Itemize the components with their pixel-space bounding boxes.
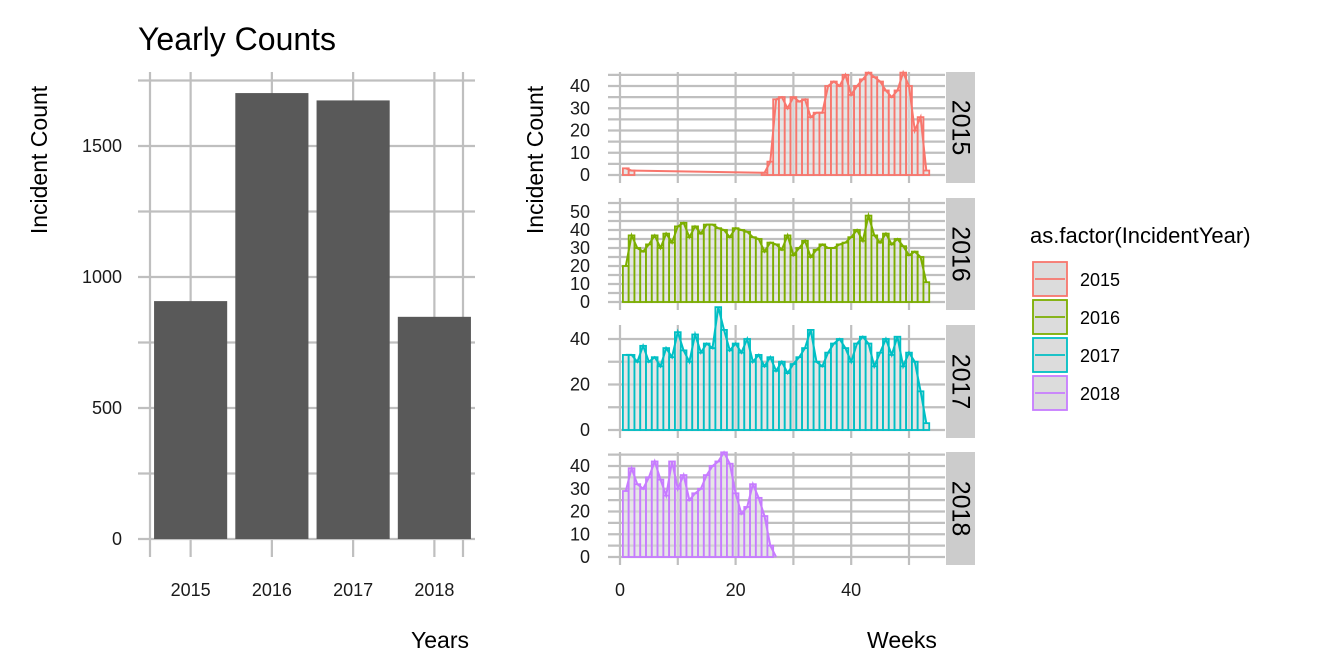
right-x-tick-label: 20 (726, 580, 746, 600)
facet-y-tick-label: 20 (570, 121, 590, 141)
legend-label: 2017 (1080, 346, 1120, 366)
facet-y-tick-label: 0 (580, 420, 590, 440)
legend-title: as.factor(IncidentYear) (1030, 223, 1251, 248)
facet-strip-label: 2016 (947, 226, 975, 282)
facet-series-line (624, 211, 928, 283)
facet-y-tick-label: 0 (580, 547, 590, 567)
facet-strip-label: 2017 (947, 354, 975, 410)
facet-series-line (625, 306, 928, 424)
left-chart-x-ticks: 2015 2016 2017 2018 (171, 580, 455, 600)
facet-y-tick-label: 30 (570, 238, 590, 258)
legend-label: 2016 (1080, 308, 1120, 328)
bar-2018 (397, 316, 471, 539)
facet-y-tick-label: 20 (570, 256, 590, 276)
facet-strip (946, 452, 975, 565)
facet-y-tick-label: 30 (570, 479, 590, 499)
facet-y-tick-label: 0 (580, 165, 590, 185)
left-x-tick-label: 2017 (333, 580, 373, 600)
legend-label: 2015 (1080, 270, 1120, 290)
legend: as.factor(IncidentYear) 2015 2016 2017 2018 (1030, 223, 1251, 411)
facet-y-tick-label: 20 (570, 502, 590, 522)
bar-2016 (235, 93, 309, 540)
right-chart-y-axis-label: Incident Count (522, 85, 548, 234)
legend-label: 2018 (1080, 384, 1120, 404)
facet-y-tick-label: 20 (570, 375, 590, 395)
facet-bar (922, 422, 931, 431)
right-chart-panels: 0102030402015010203040502016020402017010… (570, 69, 975, 567)
right-chart-x-ticks: 0 20 40 (615, 580, 861, 600)
facet-y-tick-label: 40 (570, 220, 590, 240)
left-chart-bars (154, 93, 471, 540)
left-chart-y-axis-label: Incident Count (26, 85, 52, 234)
left-y-tick-label: 1000 (82, 267, 122, 287)
facet-y-tick-label: 0 (580, 292, 590, 312)
facet-bar (922, 281, 931, 303)
facet-strip (946, 72, 975, 183)
right-x-tick-label: 0 (615, 580, 625, 600)
facet-strip (946, 198, 975, 310)
legend-entry-2016: 2016 (1032, 299, 1120, 335)
facet-strip (946, 325, 975, 438)
facet-y-tick-label: 10 (570, 524, 590, 544)
bar-2015 (154, 301, 228, 539)
legend-entry-2015: 2015 (1032, 261, 1120, 297)
left-x-tick-label: 2016 (252, 580, 292, 600)
legend-entries: 2015 2016 2017 2018 (1032, 261, 1120, 411)
left-x-tick-label: 2018 (414, 580, 454, 600)
left-chart-title: Yearly Counts (138, 21, 336, 57)
legend-entry-2018: 2018 (1032, 375, 1120, 411)
left-chart-x-axis-label: Years (411, 627, 469, 653)
facet-y-tick-label: 10 (570, 143, 590, 163)
facet-y-tick-label: 40 (570, 76, 590, 96)
facet-y-tick-label: 10 (570, 274, 590, 294)
facet-series-line (624, 450, 777, 558)
facet-y-tick-label: 30 (570, 98, 590, 118)
facet-y-tick-label: 40 (570, 456, 590, 476)
legend-entry-2017: 2017 (1032, 337, 1120, 373)
facet-series-line (625, 69, 928, 174)
right-x-tick-label: 40 (841, 580, 861, 600)
left-y-tick-label: 1500 (82, 136, 122, 156)
facet-panel-2017: 0 20 40 2017 (570, 306, 975, 440)
facet-bar (922, 169, 931, 176)
left-y-tick-label: 0 (112, 529, 122, 549)
facet-y-tick-label: 50 (570, 202, 590, 222)
right-chart-x-axis-label: Weeks (867, 627, 937, 653)
left-chart-y-ticks: 0 500 1000 1500 (82, 136, 122, 549)
facet-strip-label: 2015 (947, 100, 975, 156)
facet-strip-label: 2018 (947, 481, 975, 537)
left-x-tick-label: 2015 (171, 580, 211, 600)
facet-y-tick-label: 40 (570, 329, 590, 349)
bar-2017 (316, 100, 390, 540)
left-y-tick-label: 500 (92, 398, 122, 418)
